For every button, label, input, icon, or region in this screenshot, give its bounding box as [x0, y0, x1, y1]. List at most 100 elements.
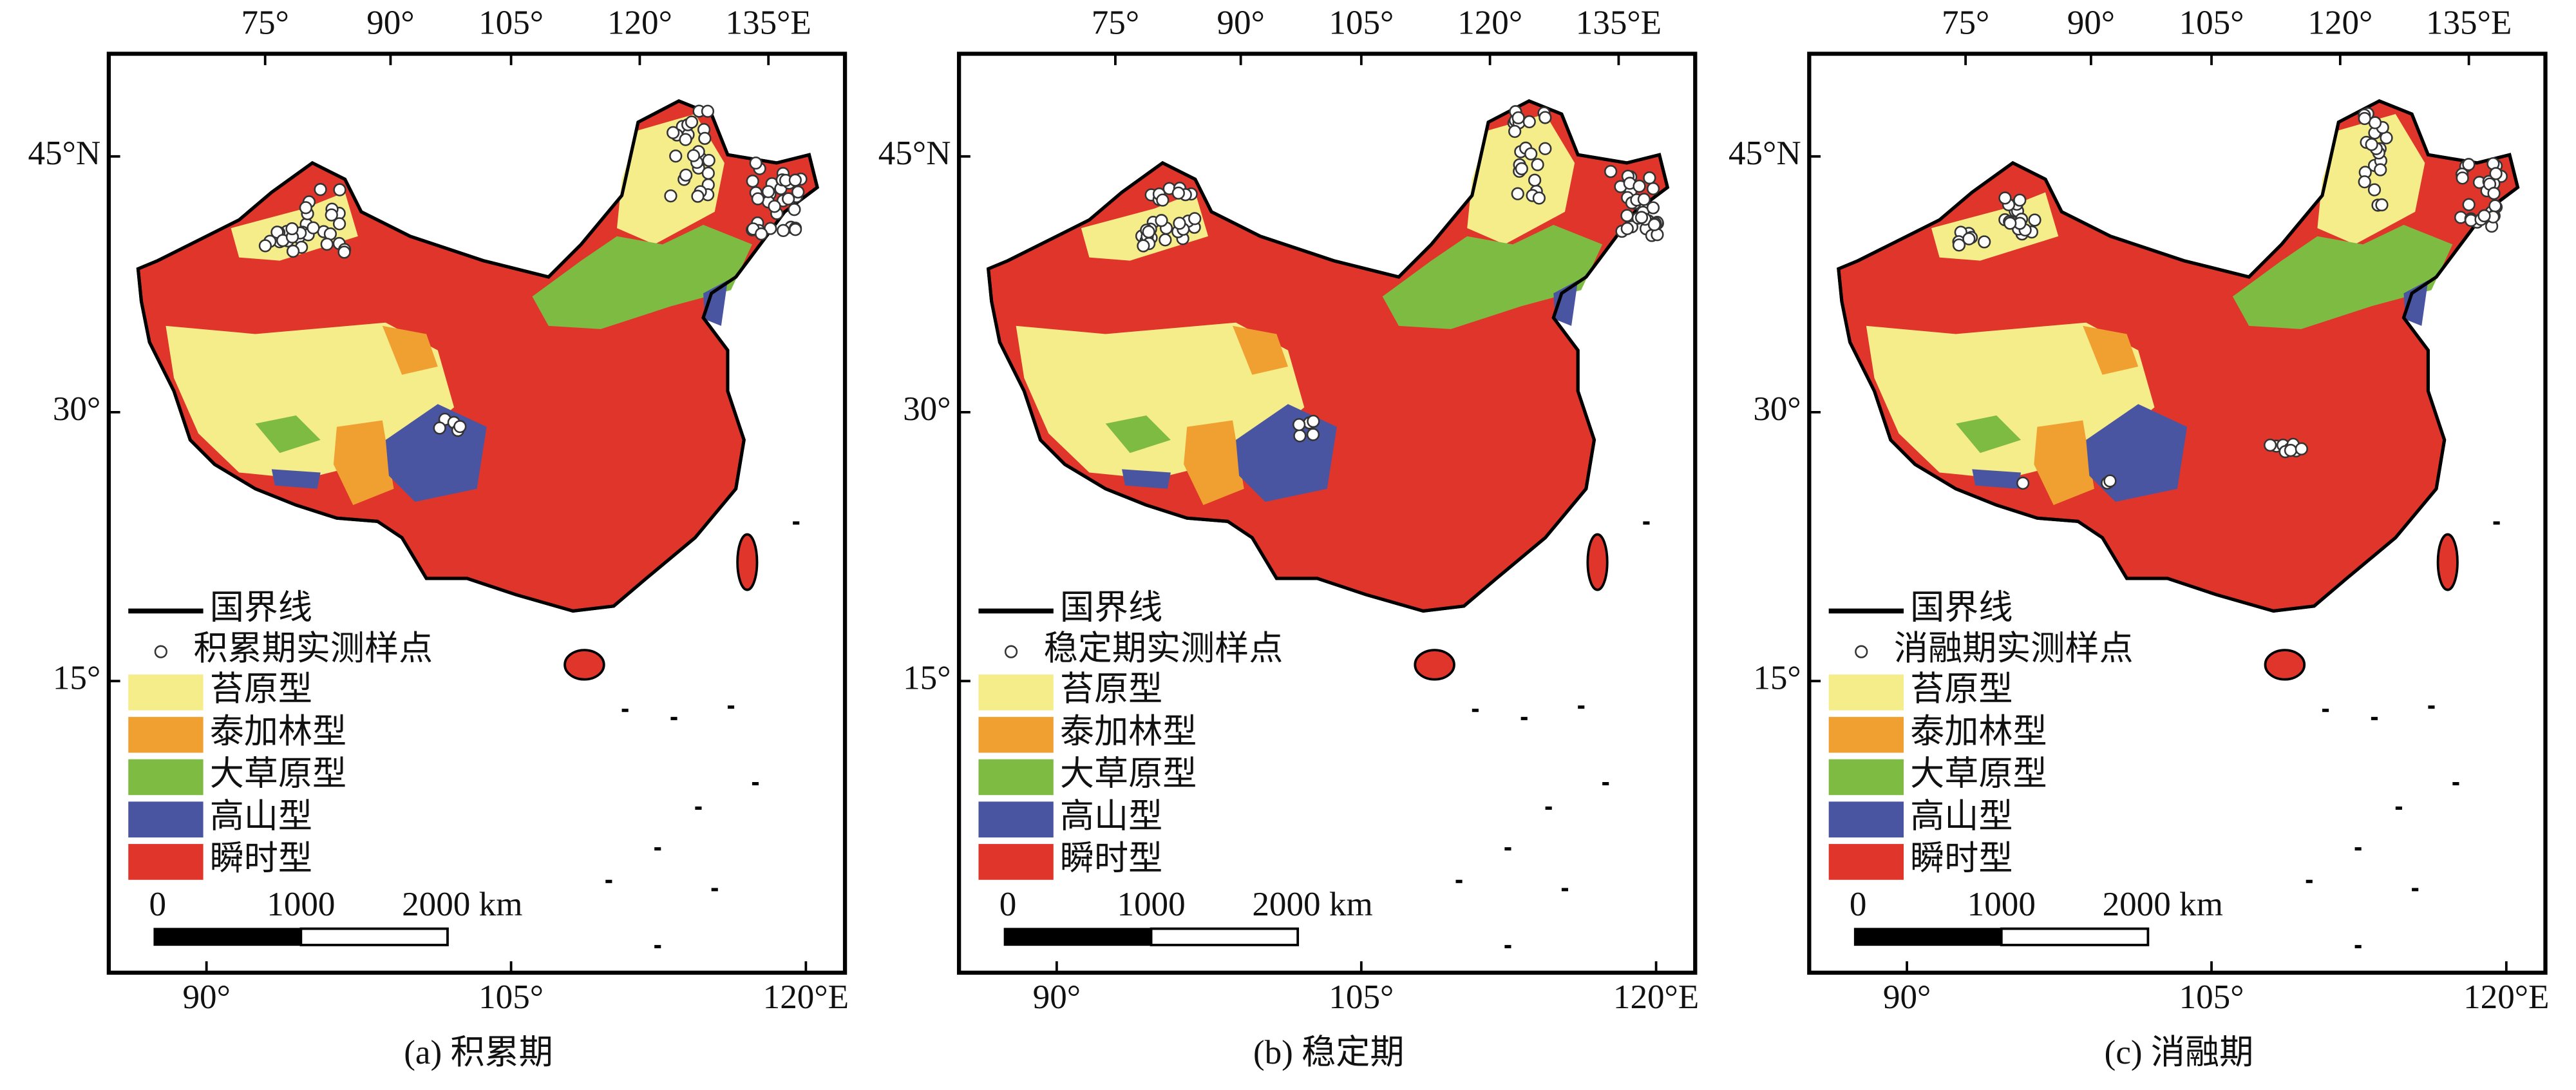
sample-point [433, 421, 446, 435]
sample-point [2028, 213, 2041, 227]
scale-label: 1000 [267, 886, 335, 923]
island-hainan [1414, 649, 1455, 681]
sample-point [749, 156, 762, 170]
left-tick-label: 45°N [28, 135, 101, 172]
scale-label: 1000 [1117, 886, 1185, 923]
sample-point [1528, 173, 1542, 187]
sample-point [1646, 201, 1660, 215]
island-dot [1578, 705, 1585, 709]
top-tick-label: 75° [1092, 5, 1139, 42]
panel-caption: (b) 稳定期 [1253, 1034, 1405, 1071]
sample-point [755, 227, 768, 241]
sample-point [314, 183, 327, 196]
bottom-tick-label: 120°E [763, 979, 849, 1016]
sample-point [2284, 443, 2298, 457]
country-border [986, 99, 1670, 613]
bottom-tick-label: 120°E [1613, 979, 1699, 1016]
sample-point [337, 245, 351, 259]
island-dot [1643, 521, 1650, 525]
sample-point [664, 189, 677, 203]
legend-point [154, 645, 167, 658]
legend-label: 瞬时型 [1910, 840, 2012, 877]
island-dot [2412, 888, 2419, 892]
legend-label: 高山型 [1060, 798, 1162, 835]
panel-caption: (c) 消融期 [2105, 1034, 2254, 1071]
sample-point [788, 203, 801, 216]
sample-point [2462, 158, 2476, 171]
sample-point [2477, 209, 2491, 223]
panel-caption: (a) 积累期 [404, 1034, 553, 1071]
sample-point [1539, 142, 1552, 155]
sample-point [761, 185, 775, 198]
sample-point [685, 115, 699, 129]
sample-point [768, 200, 781, 213]
bottom-tick-label: 120°E [2463, 979, 2549, 1016]
legend-swatch [128, 844, 204, 880]
sample-point [332, 217, 346, 231]
island-dot [752, 781, 759, 786]
island-dot [2306, 879, 2313, 883]
scale-label: 2000 km [2103, 886, 2223, 923]
sample-point [1620, 209, 1634, 222]
top-tick-label: 135°E [726, 5, 811, 42]
scale-bar-black [1853, 928, 2003, 946]
sample-point [1511, 111, 1525, 124]
sample-point [2456, 171, 2469, 185]
sample-point [679, 168, 693, 182]
island-dot [1545, 806, 1552, 810]
sample-point [1159, 233, 1172, 247]
sample-point [667, 126, 680, 140]
island-dot [621, 709, 629, 712]
legend-label: 高山型 [210, 798, 312, 835]
sample-point [285, 222, 299, 236]
sample-point [691, 189, 705, 203]
sample-point [791, 185, 805, 199]
sample-point [1637, 193, 1651, 206]
zone-region [1955, 415, 2022, 454]
sample-point [1634, 211, 1649, 224]
scale-label: 2000 km [1252, 886, 1372, 923]
island-dot [654, 847, 661, 851]
zone-region [1972, 469, 2022, 489]
top-tick-label: 120° [2307, 5, 2372, 42]
sample-point [669, 149, 683, 163]
sample-point [333, 183, 346, 196]
legend-swatch [978, 674, 1054, 711]
sample-point [2016, 476, 2030, 490]
zone-region [1382, 225, 1603, 329]
island-dot [1561, 888, 1569, 892]
zone-region [382, 325, 438, 375]
sample-point [2374, 163, 2387, 177]
sample-point [1511, 187, 1524, 200]
top-tick-label: 105° [478, 5, 544, 42]
sample-point [1173, 216, 1186, 230]
legend-swatch [1828, 801, 1904, 837]
scale-bar-white [1150, 927, 1300, 946]
legend-label: 大草原型 [1060, 756, 1197, 793]
sample-point [1188, 212, 1202, 225]
island-dot [695, 806, 702, 810]
legend-label: 国界线 [1060, 589, 1162, 627]
top-tick-label: 75° [242, 5, 289, 42]
sample-point [1962, 232, 1976, 245]
left-tick-label: 30° [53, 390, 100, 428]
zone-region [2317, 114, 2425, 245]
map-panel: 75° 90° 105° 120° 135°E 45°N 30° 15° 90° 105° 120°… [28, 5, 849, 1071]
legend-label: 大草原型 [210, 756, 346, 793]
bottom-tick-label: 105° [478, 979, 544, 1016]
top-tick-label: 120° [1457, 5, 1522, 42]
sample-point [307, 221, 320, 234]
island-dot [2322, 709, 2329, 712]
left-tick-label: 30° [1753, 390, 1801, 428]
sample-point [1646, 182, 1660, 196]
sample-point [1293, 418, 1306, 432]
sample-point [2013, 193, 2027, 207]
sample-point [1155, 214, 1168, 227]
left-tick-label: 30° [903, 390, 951, 428]
country-border [136, 99, 819, 613]
scale-bar-black [153, 928, 302, 946]
legend-swatch [128, 759, 204, 796]
zone-region [255, 415, 321, 454]
island-dot [2428, 705, 2435, 709]
sample-point [1307, 414, 1320, 428]
